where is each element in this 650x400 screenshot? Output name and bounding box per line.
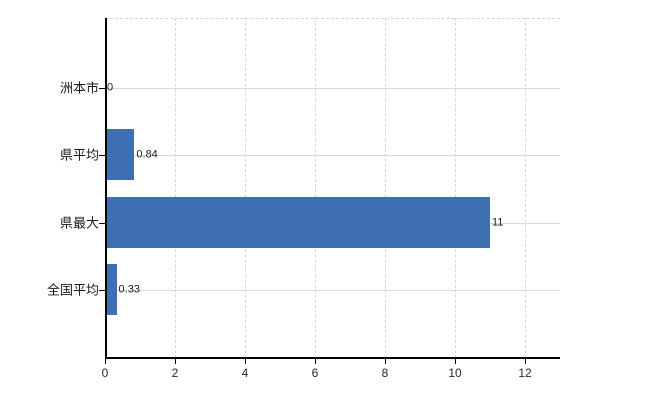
x-axis-label-2: 4 <box>241 366 249 380</box>
plot-area: 0 0.84 11 0.33 <box>105 18 560 358</box>
gridline-horizontal-0 <box>105 88 560 89</box>
y-axis-labels: 洲本市 県平均 県最大 全国平均 <box>0 0 99 400</box>
x-tick-mark-4 <box>385 358 386 364</box>
bar-1[interactable] <box>105 129 135 180</box>
gridline-vertical-6 <box>315 18 316 358</box>
y-axis-label-1: 県平均 <box>59 147 99 163</box>
gridline-vertical-12 <box>525 18 526 358</box>
x-tick-mark-0 <box>105 358 106 364</box>
x-axis-label-0: 0 <box>101 366 109 380</box>
x-axis-label-3: 6 <box>311 366 319 380</box>
gridline-horizontal-1 <box>105 155 560 156</box>
bar-2[interactable] <box>105 197 490 248</box>
bar-3[interactable] <box>105 264 117 315</box>
y-axis-label-3: 全国平均 <box>46 282 99 298</box>
x-axis-label-5: 10 <box>448 366 462 380</box>
x-tick-mark-5 <box>455 358 456 364</box>
x-axis-line <box>105 357 560 359</box>
x-tick-mark-6 <box>525 358 526 364</box>
x-axis-label-4: 8 <box>381 366 389 380</box>
y-tick-mark-1 <box>99 155 106 156</box>
bar-value-label-0: 0 <box>107 81 114 94</box>
y-tick-mark-2 <box>99 223 106 224</box>
y-axis-label-2: 県最大 <box>59 215 99 231</box>
y-tick-mark-3 <box>99 290 106 291</box>
x-tick-mark-1 <box>175 358 176 364</box>
gridline-horizontal-3 <box>105 290 560 291</box>
x-axis-label-6: 12 <box>518 366 532 380</box>
bar-value-label-2: 11 <box>492 216 504 229</box>
gridline-vertical-10 <box>455 18 456 358</box>
bar-value-label-3: 0.33 <box>118 283 140 296</box>
gridline-horizontal-top <box>105 18 560 19</box>
x-axis-label-1: 2 <box>171 366 179 380</box>
gridline-vertical-2 <box>175 18 176 358</box>
x-tick-mark-3 <box>315 358 316 364</box>
gridline-vertical-4 <box>245 18 246 358</box>
x-tick-mark-2 <box>245 358 246 364</box>
y-axis-label-0: 洲本市 <box>59 80 99 96</box>
gridline-vertical-8 <box>385 18 386 358</box>
bar-value-label-1: 0.84 <box>136 148 158 161</box>
y-tick-mark-0 <box>99 88 106 89</box>
y-axis-line <box>105 18 107 358</box>
